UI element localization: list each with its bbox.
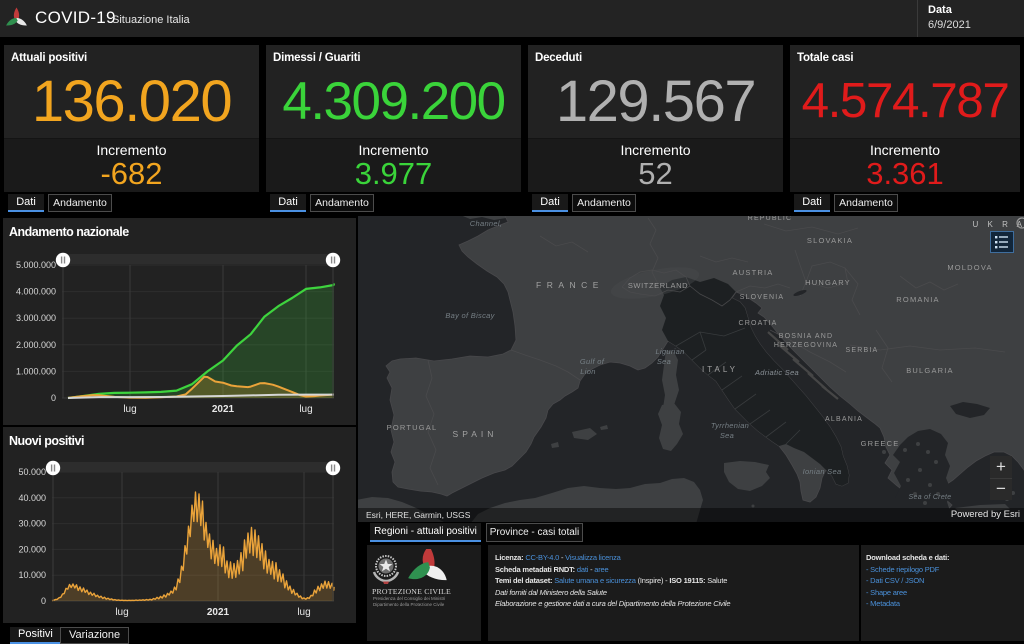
svg-text:ROMANIA: ROMANIA [896,295,939,304]
svg-text:Sea: Sea [720,431,734,440]
svg-text:Ligurian: Ligurian [655,347,684,356]
svg-text:REPUBLIC: REPUBLIC [748,216,793,222]
svg-text:0: 0 [51,393,56,403]
svg-text:10.000: 10.000 [18,570,46,580]
svg-text:CROATIA: CROATIA [739,320,778,327]
svg-text:Sea: Sea [657,357,671,366]
svg-text:2021: 2021 [207,607,230,618]
svg-text:Bay of Biscay: Bay of Biscay [445,311,495,320]
svg-text:AUSTRIA: AUSTRIA [733,268,774,277]
svg-text:lug: lug [115,607,128,618]
svg-text:1.000.000: 1.000.000 [16,366,56,376]
svg-text:30.000: 30.000 [18,519,46,529]
svg-text:SLOVENIA: SLOVENIA [740,294,785,301]
svg-text:40.000: 40.000 [18,493,46,503]
svg-text:lug: lug [299,404,312,415]
svg-text:BULGARIA: BULGARIA [906,366,954,375]
svg-text:HERZEGOVINA: HERZEGOVINA [774,342,838,349]
svg-text:5.000.000: 5.000.000 [16,260,56,270]
svg-text:lug: lug [123,404,136,415]
svg-text:SLOVAKIA: SLOVAKIA [807,236,853,245]
svg-text:BOSNIA AND: BOSNIA AND [779,333,833,340]
svg-text:4.000.000: 4.000.000 [16,287,56,297]
svg-text:2.000.000: 2.000.000 [16,340,56,350]
svg-text:Ionian Sea: Ionian Sea [803,467,842,476]
svg-text:HUNGARY: HUNGARY [805,278,851,287]
svg-text:Lion: Lion [580,367,595,376]
svg-text:MOLDOVA: MOLDOVA [947,263,992,272]
svg-text:3.000.000: 3.000.000 [16,313,56,323]
svg-text:ALBANIA: ALBANIA [825,416,863,423]
svg-text:Channel,: Channel, [470,219,502,228]
svg-text:FRANCE: FRANCE [536,280,604,290]
svg-text:Sea of Crete: Sea of Crete [909,494,952,501]
svg-text:ITALY: ITALY [702,365,738,374]
svg-text:lug: lug [297,607,310,618]
svg-text:Tyrrhenian: Tyrrhenian [711,421,749,430]
svg-text:SPAIN: SPAIN [453,429,498,439]
svg-text:Gulf of: Gulf of [580,357,605,366]
svg-text:GREECE: GREECE [861,439,900,448]
svg-text:50.000: 50.000 [18,467,46,477]
svg-text:U K R A: U K R A [973,220,1024,229]
svg-text:SWITZERLAND: SWITZERLAND [628,281,688,290]
svg-text:SERBIA: SERBIA [846,347,879,354]
svg-text:0: 0 [41,596,46,606]
svg-text:20.000: 20.000 [18,544,46,554]
svg-text:2021: 2021 [212,404,235,415]
svg-text:PORTUGAL: PORTUGAL [387,423,438,432]
svg-text:Adriatic Sea: Adriatic Sea [754,368,799,377]
